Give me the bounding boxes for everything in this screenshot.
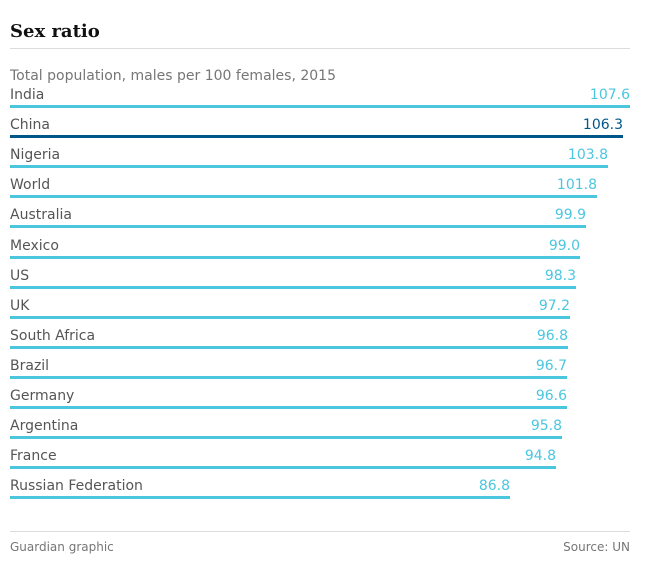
category-label: US [10,267,30,284]
category-label: Russian Federation [10,478,143,495]
bar [10,406,567,409]
bar-row: UK 97.2 [10,295,570,319]
value-label: 103.8 [567,147,608,164]
category-label: France [10,448,57,465]
category-label: India [10,87,45,103]
bar [10,105,630,108]
bar-row: France 94.8 [10,445,556,470]
category-label: Germany [10,388,75,404]
bar [10,345,568,349]
bar [10,436,562,440]
credit-text: Guardian graphic [10,540,114,554]
category-label: Australia [10,207,72,224]
category-label: UK [10,297,30,314]
category-label: Argentina [10,418,79,435]
chart-title: Sex ratio [10,21,100,42]
bar [10,195,597,199]
bar-row: China 106.3 [10,114,623,139]
bar-row: Nigeria 103.8 [10,144,608,169]
value-label: 96.7 [535,357,567,374]
value-label: 97.2 [538,297,570,314]
category-label: South Africa [10,327,96,344]
bar-row: Russian Federation 86.8 [10,475,510,500]
value-label: 86.8 [478,478,510,495]
category-label: Mexico [10,237,59,254]
bar-row: Australia 99.9 [10,204,586,229]
footer-divider [10,531,630,532]
bar [10,315,570,319]
bar [10,135,623,139]
value-label: 101.8 [556,177,597,194]
bar [10,466,556,470]
value-label: 98.3 [544,267,576,284]
category-label: China [10,117,50,134]
source-text: Source: UN [563,540,630,554]
value-label: 106.3 [582,117,623,134]
bar-row: World 101.8 [10,174,597,199]
bar-row: India 107.6 [10,84,630,108]
bar [10,496,510,500]
category-label: Brazil [10,357,50,374]
bar [10,375,567,379]
value-label: 96.8 [536,327,568,344]
bar [10,285,576,289]
value-label: 95.8 [530,418,562,435]
title-divider [10,48,630,49]
bar-row: Brazil 96.7 [10,355,567,379]
bar [10,165,608,169]
chart-subtitle: Total population, males per 100 females,… [10,68,336,84]
bar-row: Germany 96.6 [10,385,567,409]
bar-row: Mexico 99.0 [10,235,580,259]
category-label: World [10,177,51,194]
bar-row: Argentina 95.8 [10,415,562,440]
bar-row: US 98.3 [10,265,576,289]
value-label: 94.8 [524,448,556,465]
bar [10,225,586,229]
value-label: 99.9 [554,207,586,224]
value-label: 107.6 [589,87,630,103]
category-label: Nigeria [10,147,61,164]
value-label: 96.6 [535,388,567,404]
bar [10,255,580,259]
value-label: 99.0 [548,237,580,254]
bar-row: South Africa 96.8 [10,325,568,349]
